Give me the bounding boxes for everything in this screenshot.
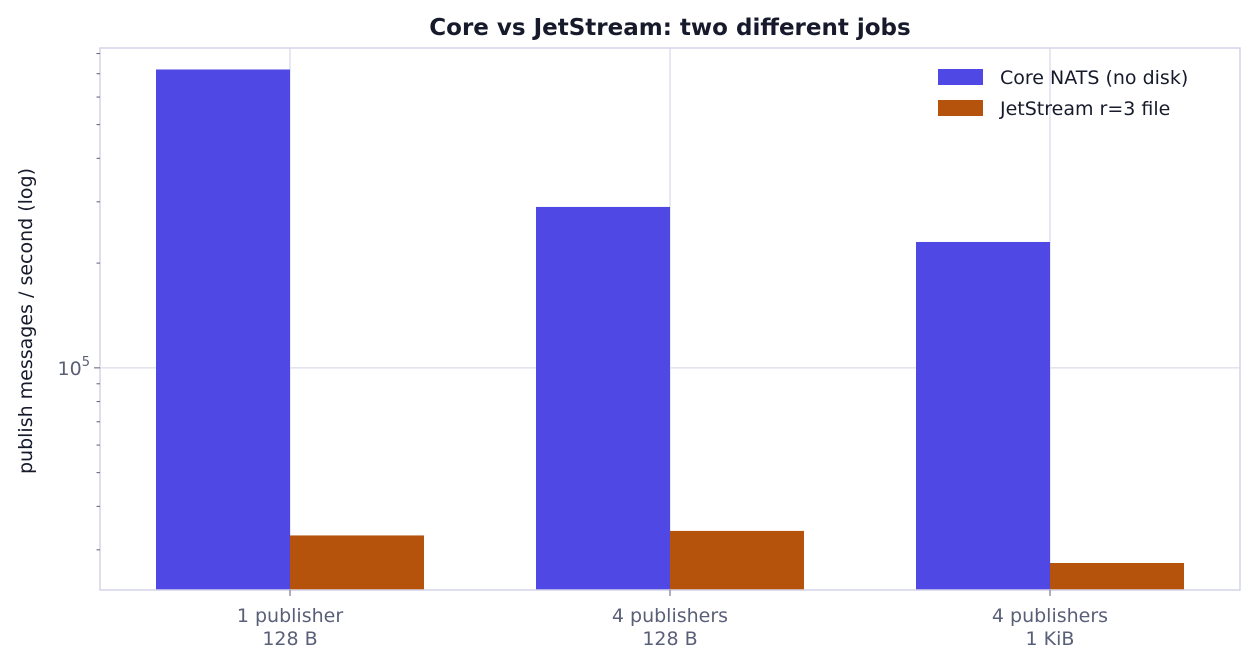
y-tick-label: 105	[58, 355, 90, 380]
bar	[1050, 562, 1184, 590]
legend-label: Core NATS (no disk)	[1000, 67, 1188, 89]
legend-label: JetStream r=3 file	[999, 98, 1170, 120]
x-tick-label: 4 publishers	[612, 605, 728, 627]
y-axis: 105	[58, 53, 100, 551]
y-tick-base: 10	[58, 358, 82, 380]
x-tick-label: 1 KiB	[1026, 628, 1075, 650]
y-axis-label: publish messages / second (log)	[15, 168, 37, 474]
legend-swatch	[938, 100, 983, 116]
x-tick-label: 4 publishers	[992, 605, 1108, 627]
legend: Core NATS (no disk) JetStream r=3 file	[938, 67, 1188, 120]
y-tick-exponent: 5	[82, 355, 90, 370]
x-tick-label: 1 publisher	[237, 605, 343, 627]
x-tick-label: 128 B	[262, 628, 317, 650]
bar	[156, 69, 290, 590]
legend-swatch	[938, 69, 983, 85]
x-tick-label: 128 B	[642, 628, 697, 650]
bar	[290, 535, 424, 590]
bars	[156, 69, 1184, 591]
bar	[916, 241, 1050, 590]
bar	[536, 206, 670, 591]
bar	[670, 530, 804, 590]
chart-title: Core vs JetStream: two different jobs	[429, 15, 910, 41]
